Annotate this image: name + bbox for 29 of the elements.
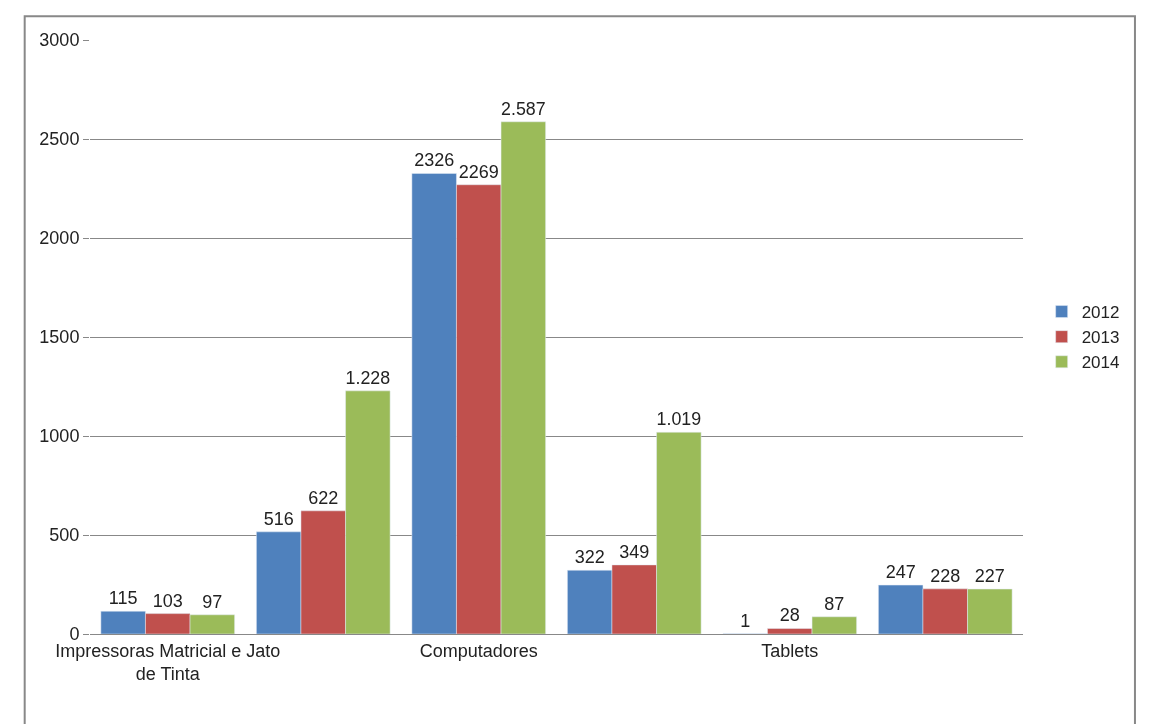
data-label: 516 (263, 508, 294, 529)
y-tick-label: 3000 (39, 30, 80, 51)
x-tick-label: Tablets (761, 640, 819, 661)
y-tick-label: 1500 (39, 327, 80, 348)
data-label: 28 (779, 605, 800, 626)
data-label: 1 (740, 610, 751, 631)
data-label: 2.587 (501, 98, 546, 119)
data-label: 227 (974, 566, 1005, 587)
y-tick-label: 1000 (39, 426, 80, 447)
data-label: 1.019 (656, 409, 702, 430)
data-label: 2269 (458, 161, 499, 182)
data-label: 622 (308, 487, 339, 508)
data-label: 1.228 (345, 367, 391, 388)
data-label: 349 (619, 541, 650, 562)
data-label: 2326 (414, 150, 455, 171)
data-label: 228 (930, 565, 961, 586)
legend-label: 2012 (1081, 303, 1120, 323)
data-label: 322 (574, 547, 605, 568)
legend-label: 2013 (1081, 328, 1120, 348)
y-tick-label: 2000 (39, 228, 80, 249)
data-label: 97 (202, 591, 223, 612)
data-label: 103 (152, 590, 183, 611)
x-tick-label: Computadores (419, 640, 538, 661)
data-label: 87 (824, 593, 845, 614)
data-label: 115 (108, 588, 138, 609)
data-label: 247 (885, 562, 916, 583)
y-tick-label: 500 (49, 525, 80, 546)
legend-label: 2014 (1081, 353, 1120, 373)
y-tick-label: 2500 (39, 129, 80, 150)
